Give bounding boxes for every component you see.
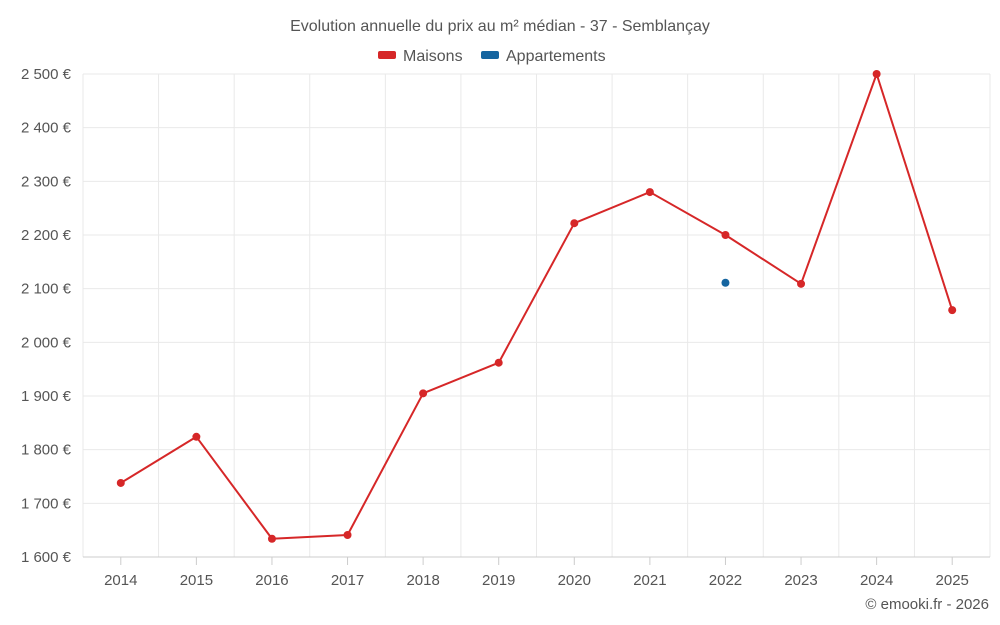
- x-tick-label: 2016: [255, 572, 288, 589]
- legend-label-appartements: Appartements: [506, 48, 606, 65]
- legend-swatch-maisons: [378, 51, 396, 59]
- data-point-maisons[interactable]: [721, 231, 730, 239]
- y-tick-label: 2 100 €: [21, 281, 72, 298]
- y-tick-label: 1 700 €: [21, 495, 72, 512]
- data-point-maisons[interactable]: [948, 306, 957, 315]
- y-tick-label: 2 400 €: [21, 120, 72, 137]
- credit-text: © emooki.fr - 2026: [865, 596, 989, 613]
- data-point-maisons[interactable]: [645, 188, 654, 197]
- data-point-maisons[interactable]: [267, 534, 276, 543]
- y-axis: 1 600 € 1 700 € 1 800 € 1 900 € 2 000 € 2 100…: [21, 66, 72, 566]
- legend-item-appartements[interactable]: Appartements: [481, 48, 606, 65]
- grid: [82, 73, 991, 558]
- data-point-appartements[interactable]: [721, 278, 730, 287]
- data-point-maisons[interactable]: [872, 70, 881, 78]
- y-tick-label: 1 900 €: [21, 388, 72, 405]
- series: [116, 70, 957, 543]
- x-tick-label: 2022: [709, 572, 742, 589]
- x-tick-label: 2021: [633, 572, 666, 589]
- x-tick-label: 2015: [180, 572, 213, 589]
- y-tick-label: 2 300 €: [21, 173, 72, 190]
- legend-label-maisons: Maisons: [403, 48, 463, 65]
- y-tick-label: 1 800 €: [21, 442, 72, 459]
- x-tick-label: 2023: [784, 572, 817, 589]
- data-point-maisons[interactable]: [419, 389, 428, 398]
- data-point-maisons[interactable]: [343, 530, 352, 539]
- legend-item-maisons[interactable]: Maisons: [378, 48, 463, 65]
- chart-title: Evolution annuelle du prix au m² médian …: [290, 18, 710, 35]
- x-tick-label: 2025: [936, 572, 969, 589]
- series-line-maisons: [120, 73, 954, 540]
- y-tick-label: 2 200 €: [21, 227, 72, 244]
- data-point-maisons[interactable]: [797, 279, 806, 288]
- data-point-maisons[interactable]: [116, 478, 125, 487]
- legend-swatch-appartements: [481, 51, 499, 59]
- data-point-maisons[interactable]: [494, 358, 503, 367]
- x-tick-label: 2024: [860, 572, 893, 589]
- legend: Maisons Appartements: [378, 48, 606, 65]
- data-point-maisons[interactable]: [192, 432, 201, 441]
- x-axis: 2014 2015 2016 2017 2018 2019 2020 2021 2022 2023…: [83, 556, 990, 589]
- data-point-maisons[interactable]: [570, 219, 579, 228]
- x-tick-label: 2019: [482, 572, 515, 589]
- x-tick-label: 2014: [104, 572, 137, 589]
- y-tick-label: 2 000 €: [21, 334, 72, 351]
- x-tick-label: 2018: [406, 572, 439, 589]
- x-tick-label: 2020: [558, 572, 591, 589]
- x-tick-label: 2017: [331, 572, 364, 589]
- y-tick-label: 1 600 €: [21, 549, 72, 566]
- y-tick-label: 2 500 €: [21, 66, 72, 83]
